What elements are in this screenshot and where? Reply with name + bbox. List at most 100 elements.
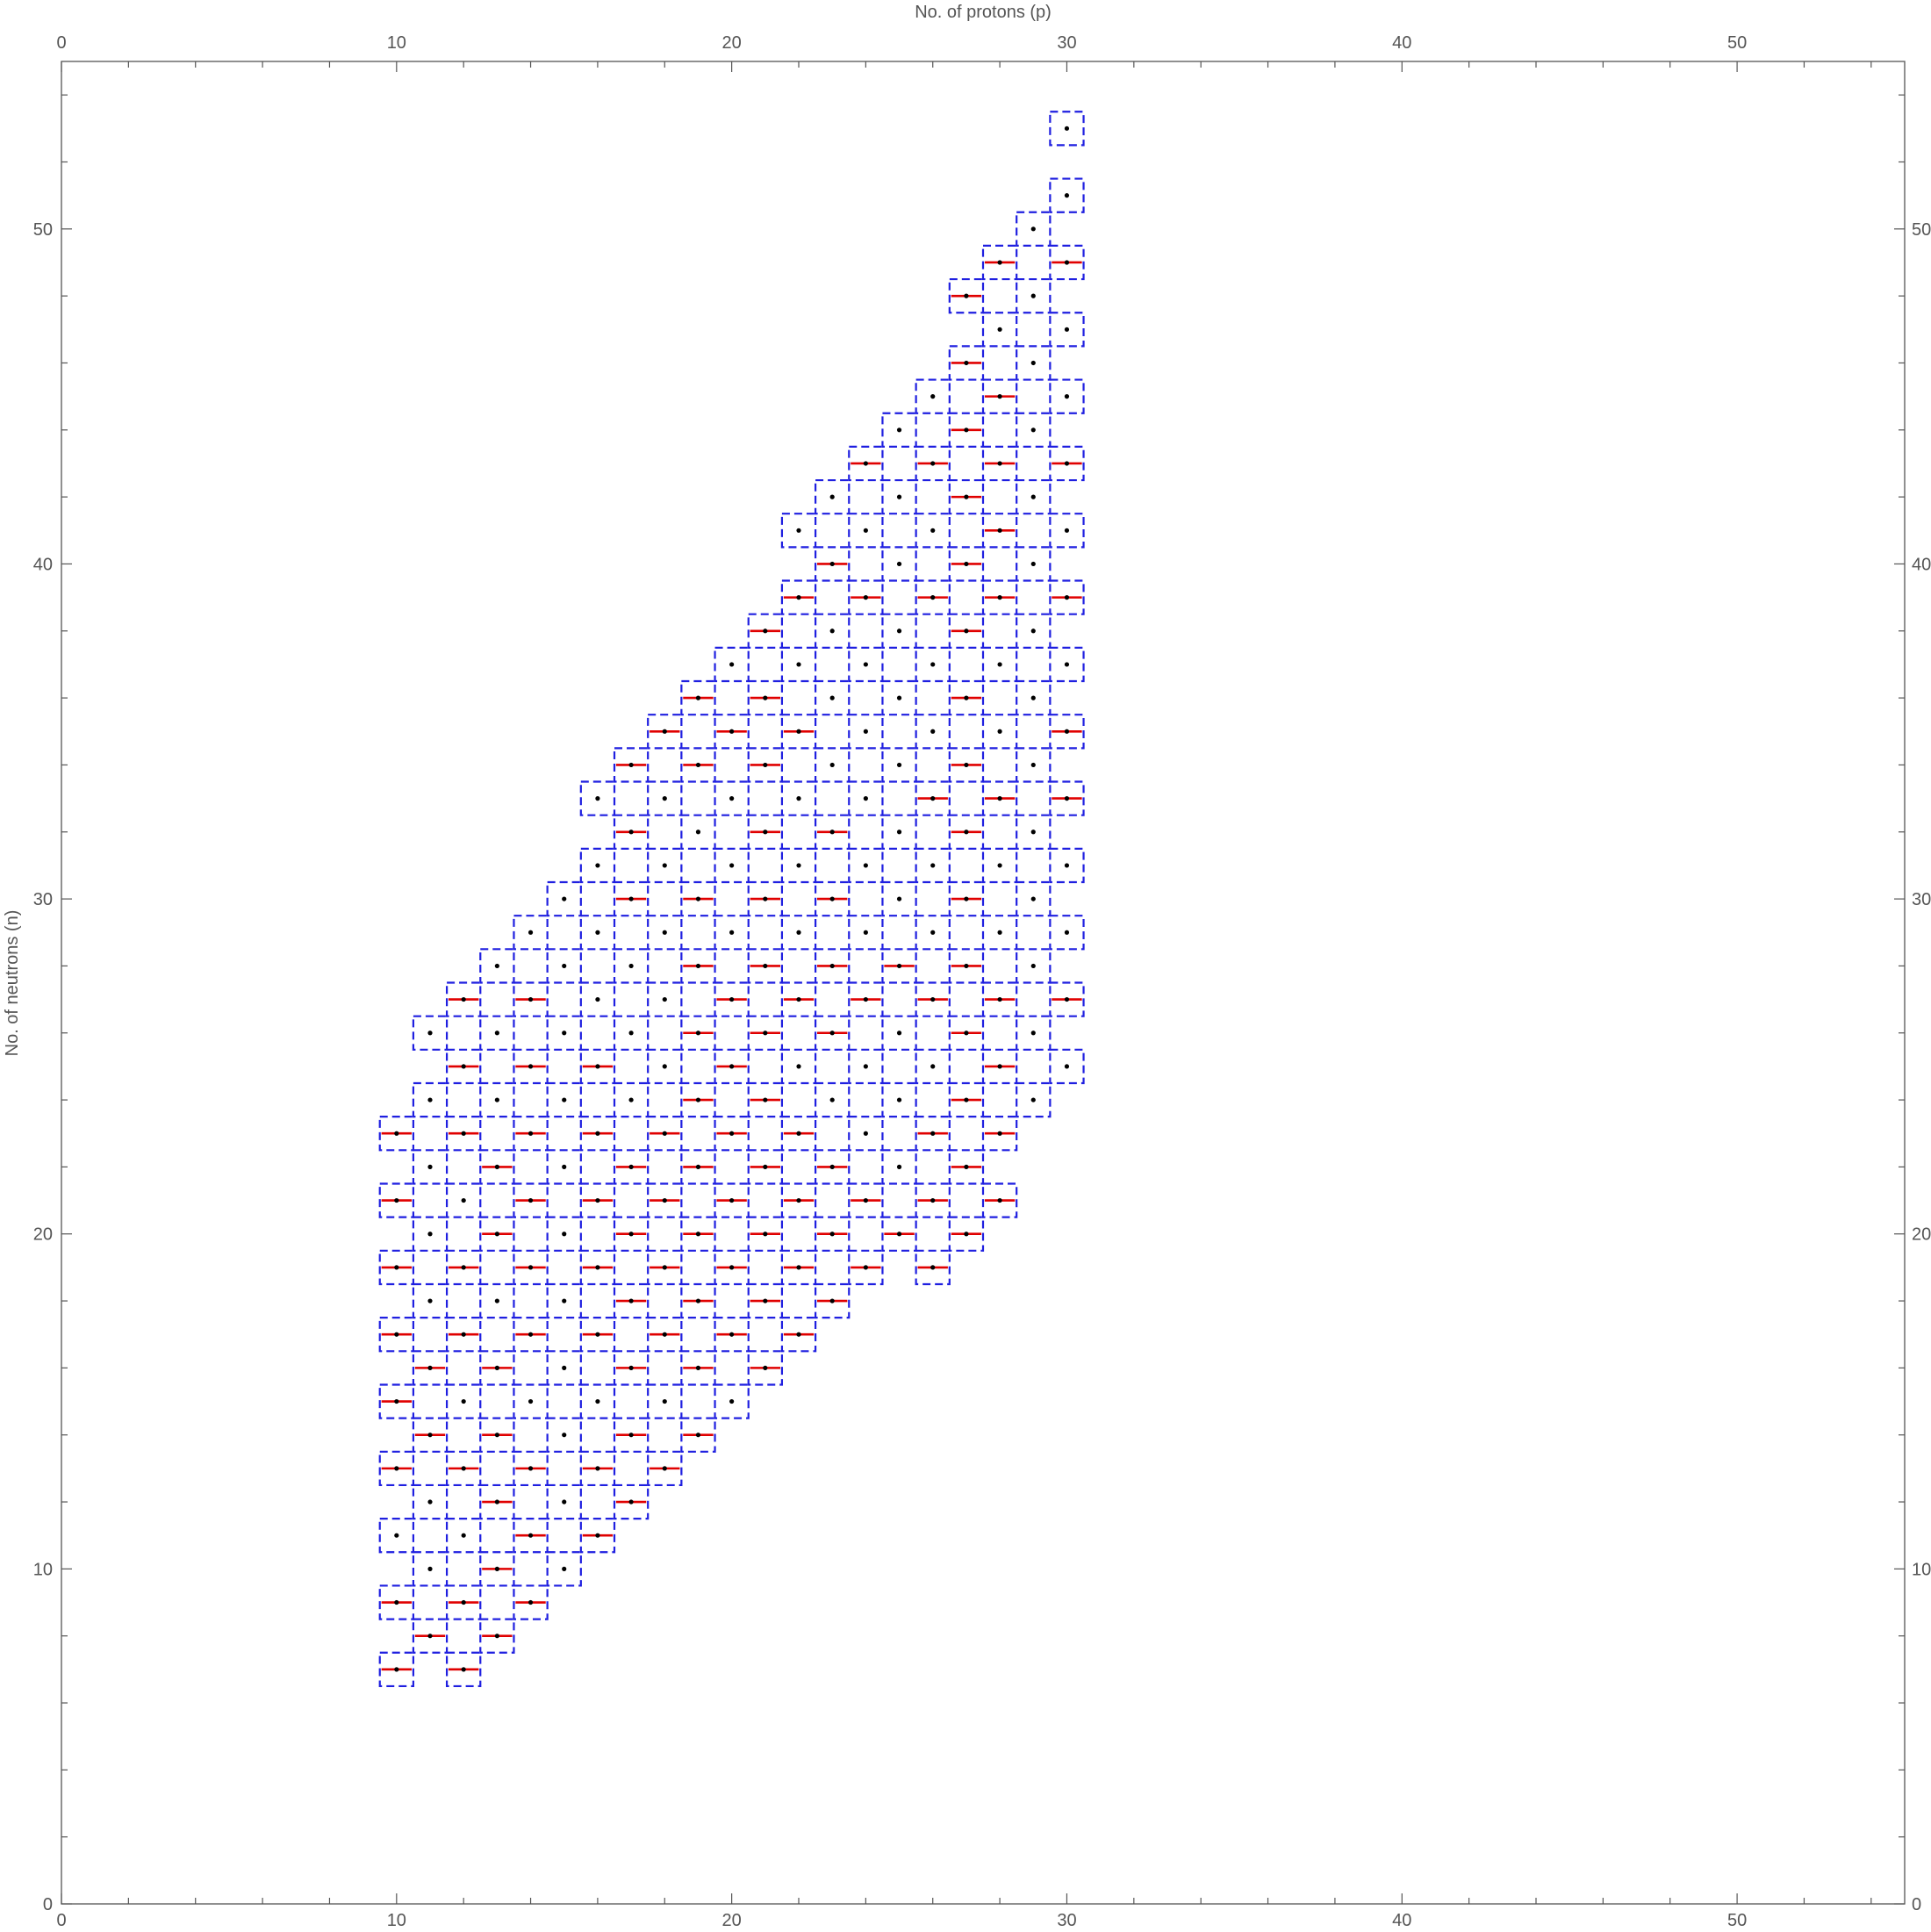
nuclide-point [930,729,936,734]
nuclide-point [1064,260,1070,265]
nuclide-box [546,948,582,984]
nuclide-point [863,996,868,1002]
nuclide-point [427,1298,433,1304]
nuclide-box [680,1149,716,1185]
nuclide-point [528,1131,534,1136]
nuclide-point [461,1064,466,1069]
nuclide-box [814,747,851,783]
nuclide-point [562,1566,567,1571]
nuclide-point [562,1232,567,1237]
nuclide-box [814,1081,851,1118]
nuclide-point [796,528,801,533]
nuclide-box [579,1518,616,1554]
nuclide-point [562,1433,567,1438]
nuclide-point [896,494,902,499]
nuclide-box [915,513,951,549]
nuclide-box [714,780,750,816]
nuclide-point [1030,896,1036,901]
nuclide-point [628,830,634,835]
nuclide-box [546,1417,582,1453]
nuclide-box [915,1048,951,1085]
nuclide-point [1030,360,1036,366]
nuclide-box [647,1116,683,1152]
nuclide-box [1016,277,1052,314]
nuclide-point [964,628,969,634]
nuclide-point [1030,628,1036,634]
nuclide-point [394,1265,399,1270]
nuclide-point [461,1533,466,1538]
nuclide-point [628,762,634,768]
nuclide-box [613,747,650,783]
nuclide-box [948,679,985,716]
y-tick-label-left: 50 [33,220,53,240]
nuclide-box [546,1282,582,1319]
nuclide-box [814,613,851,649]
nuclide-point [695,1298,701,1304]
nuclide-box [445,1450,482,1487]
nuclide-point [695,1164,701,1169]
nuclide-point [494,1433,499,1438]
nuclide-point [964,830,969,835]
nuclide-point [763,896,768,901]
nuclide-point [763,1164,768,1169]
nuclide-box [981,1048,1018,1085]
nuclide-point [964,494,969,499]
nuclide-box [948,814,985,850]
nuclide-box [981,378,1018,414]
nuclide-point [595,930,600,935]
nuclide-point [427,1634,433,1639]
nuclide-point [997,1064,1002,1069]
nuclide-box [714,1383,750,1419]
nuclide-point [930,1265,936,1270]
nuclide-box [479,1350,515,1386]
nuclide-box [546,1551,582,1587]
nuclide-box [780,981,817,1017]
nuclide-point [863,461,868,466]
nuclide-box [1049,847,1085,884]
nuclide-box [780,780,817,816]
nuclide-point [796,930,801,935]
nuclide-point [695,830,701,835]
nuclide-point [796,1332,801,1337]
nuclide-box [981,847,1018,884]
nuclide-point [796,729,801,734]
nuclide-point [394,1197,399,1203]
nuclide-box [1049,981,1085,1017]
nuclide-point [863,1197,868,1203]
nuclide-box [579,847,616,884]
x-tick-label-bottom: 0 [56,1911,66,1930]
nuclide-point [729,796,735,801]
y-tick-label-right: 50 [1912,220,1931,240]
y-tick-label-right: 30 [1912,890,1931,909]
nuclide-box [479,1483,515,1520]
x-tick-label-bottom: 30 [1057,1911,1076,1930]
nuclide-point [964,896,969,901]
nuclide-point [427,1566,433,1571]
nuclide-point [964,561,969,567]
nuclide-box [445,1383,482,1419]
nuclide-box [948,1081,985,1118]
nuclide-point [461,1599,466,1605]
nuclide-box [881,613,917,649]
nuclide-box [1049,780,1085,816]
nuclide-point [394,1599,399,1605]
nuclide-point [863,1131,868,1136]
nuclide-point [896,1232,902,1237]
nuclide-box [513,1518,549,1554]
nuclide-box [848,714,884,750]
nuclide-box [445,1651,482,1688]
nuclide-box [479,1618,515,1654]
nuclide-box [747,814,784,850]
nuclide-box [881,880,917,917]
nuclide-box [1049,579,1085,615]
nuclide-point [763,628,768,634]
nuclide-point [662,1265,667,1270]
nuclide-box [714,1048,750,1085]
nuclide-box [848,513,884,549]
nuclide-box [479,1417,515,1453]
nuclide-box [412,1081,449,1118]
nuclide-point [1030,293,1036,298]
nuclide-point [930,662,936,667]
nuclide-box [780,1116,817,1152]
